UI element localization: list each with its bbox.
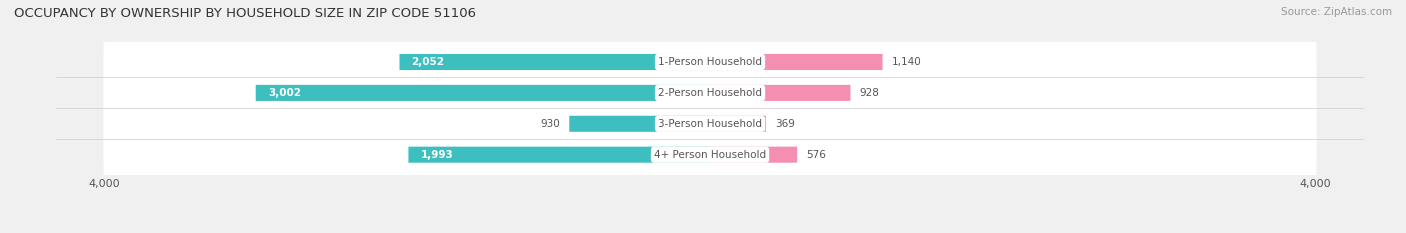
FancyBboxPatch shape	[104, 0, 1316, 233]
Text: 1,993: 1,993	[420, 150, 453, 160]
FancyBboxPatch shape	[408, 147, 710, 163]
Text: 3-Person Household: 3-Person Household	[658, 119, 762, 129]
FancyBboxPatch shape	[104, 0, 1316, 233]
FancyBboxPatch shape	[399, 54, 710, 70]
FancyBboxPatch shape	[710, 85, 851, 101]
FancyBboxPatch shape	[710, 147, 797, 163]
Text: Source: ZipAtlas.com: Source: ZipAtlas.com	[1281, 7, 1392, 17]
Text: 2-Person Household: 2-Person Household	[658, 88, 762, 98]
Text: 576: 576	[806, 150, 827, 160]
FancyBboxPatch shape	[710, 116, 766, 132]
FancyBboxPatch shape	[569, 116, 710, 132]
Text: 1,140: 1,140	[891, 57, 921, 67]
Text: 369: 369	[775, 119, 794, 129]
Text: 4+ Person Household: 4+ Person Household	[654, 150, 766, 160]
FancyBboxPatch shape	[104, 0, 1316, 233]
FancyBboxPatch shape	[104, 0, 1316, 233]
Text: 1-Person Household: 1-Person Household	[658, 57, 762, 67]
Text: 928: 928	[859, 88, 879, 98]
Text: 930: 930	[540, 119, 560, 129]
Text: 2,052: 2,052	[412, 57, 444, 67]
Text: OCCUPANCY BY OWNERSHIP BY HOUSEHOLD SIZE IN ZIP CODE 51106: OCCUPANCY BY OWNERSHIP BY HOUSEHOLD SIZE…	[14, 7, 477, 20]
FancyBboxPatch shape	[256, 85, 710, 101]
Text: 3,002: 3,002	[267, 88, 301, 98]
FancyBboxPatch shape	[710, 54, 883, 70]
